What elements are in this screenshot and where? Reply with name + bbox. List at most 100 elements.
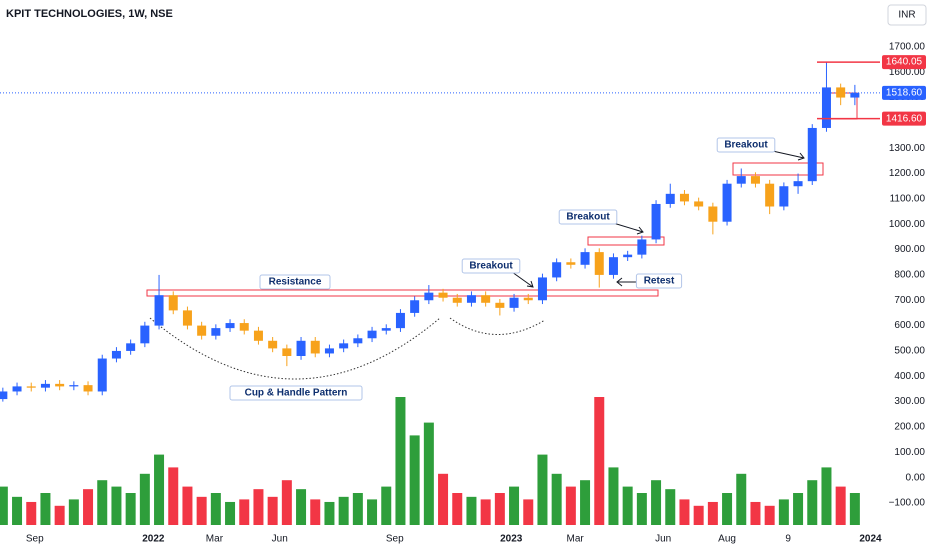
- volume-bar: [523, 499, 534, 525]
- candle-body: [466, 295, 476, 303]
- currency[interactable]: INR: [898, 10, 915, 21]
- candle-body: [594, 252, 604, 275]
- candle-body: [836, 87, 846, 98]
- annotation-box: [229, 385, 363, 401]
- x-tick-label: Aug: [718, 534, 736, 545]
- currency-box[interactable]: [887, 4, 927, 26]
- candle-body: [353, 338, 363, 344]
- volume-bar: [196, 496, 207, 525]
- y-tick-label: 1700.00: [889, 42, 926, 53]
- candle-body: [381, 328, 391, 331]
- y-tick-label: 1100.00: [890, 194, 926, 205]
- volume-bar: [352, 493, 363, 525]
- x-tick-label: Sep: [26, 534, 44, 545]
- candle-body: [566, 262, 576, 265]
- candle-body: [665, 193, 675, 204]
- candle-body: [268, 340, 278, 349]
- candle-body: [481, 295, 491, 303]
- candle-body: [793, 181, 803, 187]
- volume-bar: [381, 486, 392, 525]
- candle-body: [12, 386, 22, 392]
- candle-body: [282, 348, 292, 356]
- volume-bar: [310, 499, 321, 525]
- x-tick-label: 2023: [500, 534, 523, 545]
- volume-bar: [395, 397, 406, 525]
- x-tick-label: Mar: [566, 534, 584, 545]
- volume-bar: [807, 480, 818, 525]
- volume-bar: [338, 496, 349, 525]
- x-tick-label: Mar: [206, 534, 224, 545]
- candle-body: [580, 252, 590, 265]
- volume-bar: [608, 467, 619, 525]
- y-tick-label: 600.00: [894, 320, 925, 331]
- candle-body: [765, 183, 775, 207]
- volume-bar: [168, 467, 179, 525]
- volume-bar: [736, 473, 747, 525]
- cup-curve: [149, 317, 441, 380]
- volume-bar: [466, 496, 477, 525]
- candle-body: [722, 183, 732, 222]
- y-tick-label: 300.00: [894, 396, 925, 407]
- volume-bar: [253, 489, 264, 525]
- annotation-box: [635, 273, 683, 289]
- volume-bar: [494, 493, 505, 525]
- candle-body: [197, 325, 207, 336]
- candle-body: [126, 343, 136, 351]
- candle-body: [637, 239, 647, 255]
- volume-bar: [210, 493, 221, 525]
- candle-body: [324, 348, 334, 354]
- candle-body: [140, 325, 150, 344]
- volume-bar: [835, 486, 846, 525]
- volume-bar: [40, 493, 51, 525]
- y-tick-label: −100.00: [889, 498, 926, 509]
- candle-body: [111, 350, 121, 359]
- y-tick-label: 1000.00: [889, 219, 926, 230]
- y-tick-label: 1300.00: [889, 143, 926, 154]
- candle-body: [821, 87, 831, 128]
- y-tick-label: 0.00: [906, 472, 926, 483]
- volume-bar: [68, 499, 79, 525]
- annotation-box: [259, 274, 331, 290]
- candle-body: [211, 328, 221, 336]
- candle-body: [694, 201, 704, 207]
- candle-body: [0, 391, 8, 400]
- last-price-box: [882, 85, 926, 100]
- volume-bar: [580, 480, 591, 525]
- y-tick-label: 400.00: [894, 371, 925, 382]
- candle-body: [850, 92, 860, 98]
- volume-bar: [750, 501, 761, 525]
- candle-body: [523, 297, 533, 301]
- candle-body: [55, 383, 65, 387]
- candle-body: [310, 340, 320, 354]
- volume-bar: [83, 489, 94, 525]
- annotation-box: [716, 137, 776, 153]
- candle-body: [495, 302, 505, 308]
- y-tick-label: 1600.00: [889, 67, 926, 78]
- volume-bar: [821, 467, 832, 525]
- candle-body: [438, 292, 448, 298]
- volume-bar: [182, 486, 193, 525]
- last-price-label: 1518.60: [886, 87, 923, 98]
- candle-body: [750, 176, 760, 184]
- volume-bar: [565, 486, 576, 525]
- volume-bar: [154, 454, 165, 525]
- candle-body: [26, 386, 36, 388]
- y-tick-label: 100.00: [894, 447, 925, 458]
- annotation: Resistance: [269, 277, 322, 288]
- candle-body: [69, 385, 79, 387]
- volume-bar: [537, 454, 548, 525]
- volume-bar: [452, 493, 463, 525]
- candle-body: [395, 312, 405, 329]
- volume-bar: [225, 501, 236, 525]
- candle-body: [552, 262, 562, 278]
- candle-body: [779, 186, 789, 207]
- candle-body: [253, 330, 263, 341]
- volume-bar: [509, 486, 520, 525]
- annotation: Breakout: [566, 212, 610, 223]
- zone: [587, 236, 665, 246]
- candle-body: [736, 176, 746, 184]
- candle-body: [296, 340, 306, 356]
- volume-bar: [480, 499, 491, 525]
